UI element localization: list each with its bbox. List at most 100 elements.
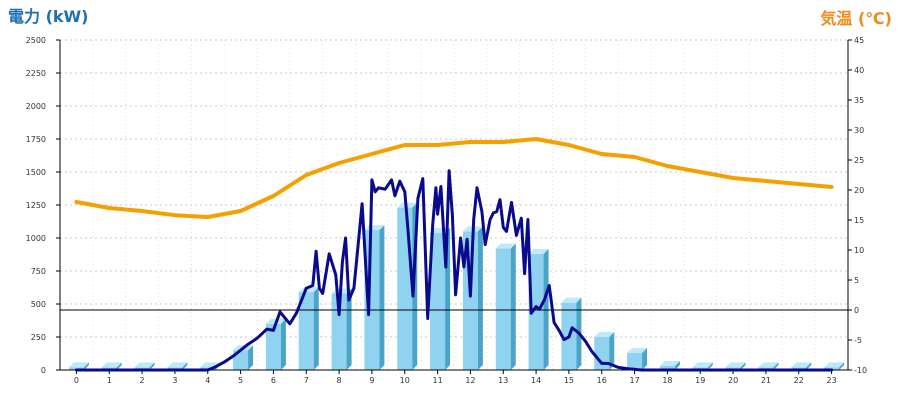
- left-tick-label: 500: [31, 300, 46, 309]
- bar-front: [430, 232, 446, 370]
- line-series: [74, 137, 834, 372]
- x-tick-label: 1: [107, 376, 112, 385]
- x-tick-label: 4: [205, 376, 210, 385]
- bar-front: [627, 352, 643, 370]
- x-tick-label: 21: [761, 376, 771, 385]
- axes: [56, 39, 852, 374]
- x-tick-label: 15: [564, 376, 574, 385]
- bar-side: [182, 362, 188, 370]
- right-tick-label: 45: [854, 36, 864, 45]
- x-tick-label: 11: [432, 376, 442, 385]
- left-tick-label: 1000: [26, 234, 46, 243]
- x-tick-label: 18: [662, 376, 672, 385]
- x-tick-label: 8: [337, 376, 342, 385]
- bar-side: [116, 362, 122, 370]
- x-tick-label: 7: [304, 376, 309, 385]
- left-tick-label: 1750: [26, 135, 46, 144]
- right-tick-label: 10: [854, 246, 864, 255]
- bar-side: [280, 318, 286, 370]
- x-tick-label: 5: [238, 376, 243, 385]
- bar-top: [594, 332, 615, 337]
- bar-side: [510, 243, 516, 370]
- bar-top: [101, 362, 122, 368]
- bar-front: [331, 293, 347, 370]
- bar-top: [134, 362, 155, 368]
- bar-front: [397, 207, 413, 370]
- bar-top: [758, 362, 779, 368]
- right-axis-title: 気温 (℃): [820, 9, 892, 28]
- bar-top: [659, 361, 680, 367]
- x-tick-label: 16: [597, 376, 607, 385]
- bar-front: [298, 292, 314, 370]
- right-tick-label: 20: [854, 186, 864, 195]
- bar-side: [609, 332, 615, 370]
- left-tick-label: 250: [31, 333, 46, 342]
- bar-front: [659, 366, 675, 370]
- bar-side: [674, 361, 680, 370]
- bar-top: [627, 347, 648, 353]
- x-tick-label: 6: [271, 376, 276, 385]
- left-tick-label: 1500: [26, 168, 46, 177]
- bar-side: [477, 226, 483, 370]
- bar-top: [791, 362, 812, 368]
- left-tick-label: 0: [41, 366, 46, 375]
- x-tick-label: 13: [498, 376, 508, 385]
- bar-side: [149, 362, 155, 370]
- bar-front: [528, 253, 544, 370]
- left-tick-label: 2000: [26, 102, 46, 111]
- x-tick-label: 17: [629, 376, 639, 385]
- x-tick-label: 2: [140, 376, 145, 385]
- left-tick-label: 2250: [26, 69, 46, 78]
- right-tick-label: 0: [854, 306, 859, 315]
- bar-side: [346, 288, 352, 370]
- right-tick-label: 30: [854, 126, 864, 135]
- x-tick-label: 19: [695, 376, 705, 385]
- bar-top: [725, 362, 746, 368]
- bar-front: [233, 350, 249, 370]
- x-tick-label: 12: [465, 376, 475, 385]
- right-tick-label: -10: [854, 366, 867, 375]
- bar-side: [379, 225, 385, 370]
- bar-front: [265, 323, 281, 370]
- right-tick-label: 25: [854, 156, 864, 165]
- x-tick-label: 22: [794, 376, 804, 385]
- power-line: [74, 169, 834, 372]
- bar-top: [528, 248, 549, 254]
- x-tick-label: 23: [826, 376, 836, 385]
- bar-front: [495, 248, 511, 370]
- bar-side: [83, 362, 89, 370]
- bar-top: [167, 362, 188, 368]
- x-tick-label: 9: [369, 376, 374, 385]
- left-tick-label: 2500: [26, 36, 46, 45]
- bar-front: [364, 230, 380, 370]
- right-tick-label: 40: [854, 66, 864, 75]
- temperature-line: [74, 137, 834, 219]
- right-tick-label: 15: [854, 216, 864, 225]
- bar-front: [462, 231, 478, 370]
- bar-side: [313, 287, 319, 370]
- tick-labels: 02505007501000125015001750200022502500-1…: [26, 36, 867, 385]
- left-tick-label: 750: [31, 267, 46, 276]
- bar-side: [773, 362, 779, 370]
- bar-side: [642, 347, 648, 370]
- left-axis-title: 電力 (kW): [8, 7, 89, 26]
- right-tick-label: 35: [854, 96, 864, 105]
- left-tick-label: 1250: [26, 201, 46, 210]
- bar-top: [561, 297, 582, 303]
- bar-side: [707, 362, 713, 370]
- bar-top: [692, 362, 713, 368]
- x-tick-label: 0: [74, 376, 79, 385]
- bar-top: [495, 243, 516, 249]
- bar-front: [594, 337, 610, 370]
- bar-side: [806, 362, 812, 370]
- grid-lines: [59, 39, 849, 370]
- bar-side: [740, 362, 746, 370]
- bar-top: [68, 362, 89, 368]
- right-tick-label: -5: [854, 336, 862, 345]
- right-tick-label: 5: [854, 276, 859, 285]
- bar-side: [839, 362, 845, 370]
- x-tick-label: 3: [172, 376, 177, 385]
- x-tick-label: 10: [400, 376, 410, 385]
- bar-side: [248, 345, 254, 370]
